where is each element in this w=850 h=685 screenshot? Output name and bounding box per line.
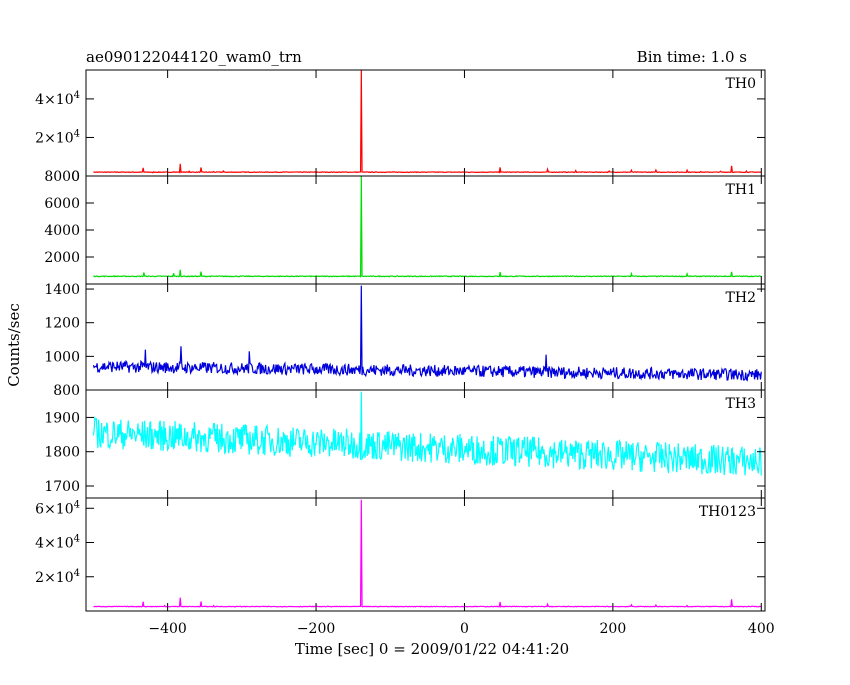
panel-name-label: TH3: [726, 396, 756, 412]
y-tick-label: 800: [53, 383, 80, 399]
x-tick-label: −200: [297, 621, 335, 637]
y-tick-label: 1200: [44, 316, 80, 332]
y-tick-label: 1800: [44, 445, 80, 461]
chart-title: ae090122044120_wam0_trn: [86, 48, 302, 66]
panel-name-label: TH2: [726, 290, 756, 306]
panel-frame: [85, 175, 766, 285]
panel-name-label: TH0: [726, 76, 756, 92]
y-tick-label: 1700: [44, 479, 80, 495]
y-tick-label: 2000: [44, 250, 80, 266]
panels-group: 02×1044×104TH02000400060008000TH18001000…: [35, 69, 775, 637]
y-tick-label: 4×104: [35, 534, 80, 552]
panel-name-label: TH0123: [699, 504, 756, 520]
y-tick-label: 0: [71, 169, 80, 185]
y-tick-label: 1900: [44, 410, 80, 426]
panel-frame: [85, 497, 766, 612]
x-tick-label: 400: [748, 621, 775, 637]
y-tick-label: 2×104: [35, 568, 80, 586]
y-tick-label: 1000: [44, 349, 80, 365]
y-tick-label: 1400: [44, 282, 80, 298]
bin-time-label: Bin time: 1.0 s: [637, 48, 747, 66]
panel-th1: 2000 4000 6000 8000 TH1: [44, 169, 766, 285]
y-tick-label: 6000: [44, 196, 80, 212]
y-tick-label: 2×104: [35, 128, 80, 146]
x-tick-label: 0: [460, 621, 469, 637]
series-line-th0123: [93, 499, 762, 608]
panel-th0123: 2×104 4×104 6×104 TH0123 −400 −200 0 200 400: [35, 497, 775, 637]
panel-frame: [85, 69, 766, 177]
series-line-th0: [93, 69, 762, 174]
panel-th3: 1700 1800 1900 TH3: [44, 389, 766, 499]
x-axis-title: Time [sec] 0 = 2009/01/22 04:41:20: [295, 640, 569, 658]
panel-th2: 800 1000 1200 1400 TH2: [44, 282, 766, 399]
panel-name-label: TH1: [726, 182, 756, 198]
series-line-th1: [93, 175, 762, 278]
x-tick-label: −400: [148, 621, 186, 637]
x-tick-label: 200: [600, 621, 627, 637]
y-tick-label: 4000: [44, 223, 80, 239]
series-line-th2: [92, 285, 762, 382]
y-tick-label: 4×104: [35, 90, 80, 108]
panel-th0: 0 2×104 4×104 TH0: [35, 69, 766, 185]
series-line-th3: [92, 391, 762, 476]
y-axis-title: Counts/sec: [5, 303, 23, 387]
y-tick-label: 8000: [44, 169, 80, 185]
y-tick-label: 6×104: [35, 499, 80, 517]
